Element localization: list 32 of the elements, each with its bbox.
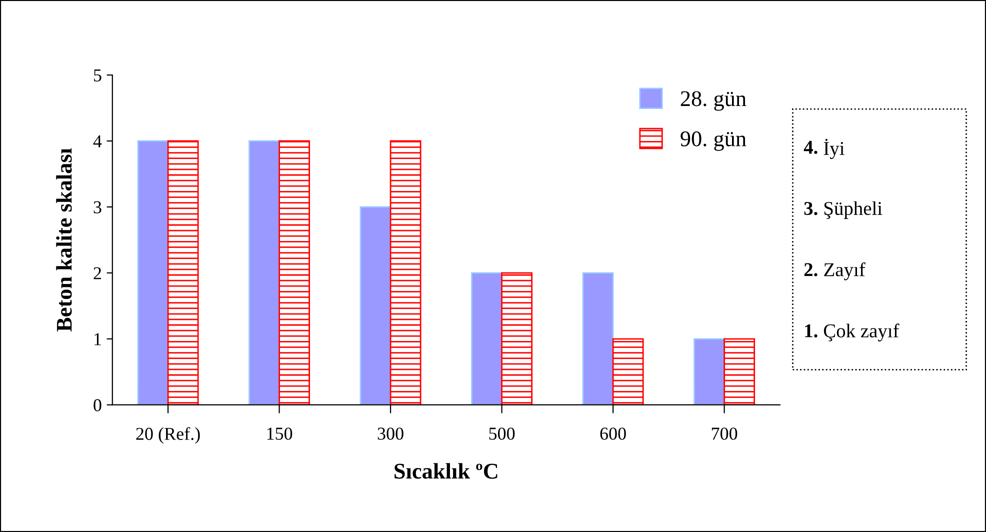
y-tick-label: 0 — [94, 399, 102, 412]
bar — [724, 338, 756, 405]
bar — [360, 206, 392, 405]
bar — [167, 140, 199, 405]
text: 4. İyi — [804, 138, 844, 160]
text: 2. Zayıf — [804, 262, 866, 280]
y-tick-label: 5 — [94, 69, 102, 82]
bar — [501, 272, 533, 405]
x-tick-label: 700 — [712, 428, 738, 440]
bar — [694, 338, 725, 405]
bar — [278, 140, 310, 405]
bar — [582, 272, 614, 405]
x-tick-label: 500 — [489, 428, 515, 440]
bar — [137, 140, 169, 405]
text: 1. Çok zayıf — [805, 324, 900, 342]
y-tick-label: 3 — [94, 201, 102, 214]
bar — [248, 140, 280, 405]
x-tick-label: 300 — [378, 428, 404, 440]
y-axis-title: Beton kalite skalası — [56, 148, 72, 332]
legend-label: 28. gün — [680, 91, 746, 111]
x-tick-label: 20 (Ref.) — [136, 427, 200, 444]
x-tick-label: 600 — [600, 428, 626, 440]
text: 3. Şüpheli — [804, 201, 882, 219]
bar — [612, 338, 644, 405]
x-axis-title: Sıcaklık ºC — [394, 463, 498, 479]
y-tick-label: 1 — [94, 333, 101, 346]
bar — [390, 140, 422, 405]
y-tick-label: 2 — [94, 267, 101, 280]
y-tick-label: 4 — [93, 135, 102, 148]
bar — [471, 272, 502, 405]
legend-label: 90. gün — [680, 131, 746, 151]
x-tick-label: 150 — [267, 428, 292, 440]
